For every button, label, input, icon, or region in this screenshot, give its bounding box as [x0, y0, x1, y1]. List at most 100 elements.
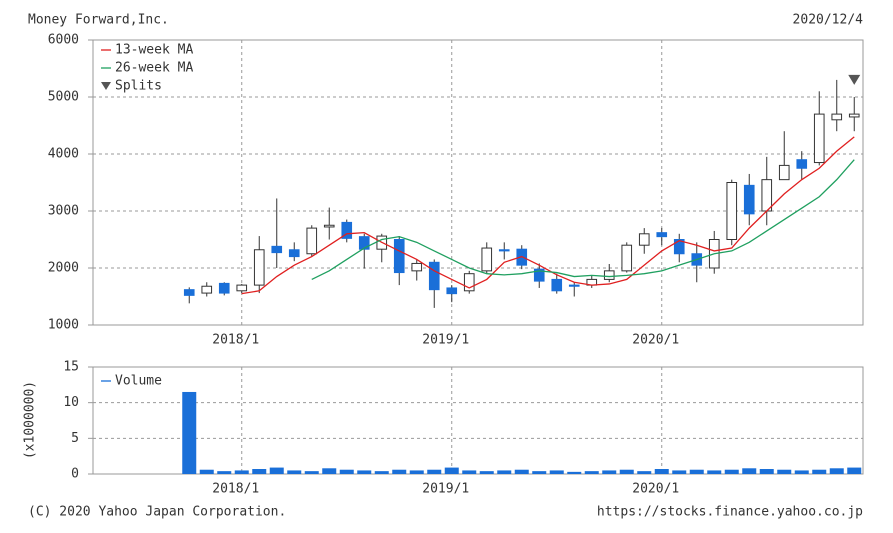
y-axis-label: (x1000000)	[23, 381, 38, 459]
volume-bar	[444, 467, 459, 474]
volume-bar	[392, 469, 407, 474]
candle-body	[271, 245, 283, 254]
candle-body	[603, 270, 615, 280]
volume-bar	[339, 469, 354, 474]
legend-label: Volume	[115, 374, 162, 389]
x-tick-label: 2018/1	[212, 482, 259, 497]
volume-bar	[462, 470, 477, 474]
split-marker	[848, 74, 861, 85]
candle-body	[568, 284, 580, 287]
volume-bar	[217, 471, 232, 474]
volume-bar	[672, 470, 687, 474]
volume-bar	[689, 469, 704, 474]
candle-body	[411, 262, 423, 272]
y-tick-label: 0	[71, 467, 79, 482]
volume-bar	[847, 467, 862, 474]
candle-body	[358, 236, 370, 250]
volume-bar	[199, 469, 214, 474]
volume-bar	[252, 469, 267, 474]
volume-bar	[497, 470, 512, 474]
volume-bar	[654, 469, 669, 474]
volume-bar	[182, 391, 197, 474]
volume-bar	[567, 471, 582, 474]
y-tick-label: 4000	[48, 147, 79, 162]
chart-date: 2020/12/4	[793, 13, 864, 28]
candle-body	[848, 113, 860, 118]
candle-body	[183, 289, 195, 296]
x-tick-label: 2020/1	[632, 333, 679, 348]
ma-line	[311, 159, 855, 280]
volume-bar	[724, 469, 739, 474]
candle-body	[306, 227, 318, 255]
candle-body	[831, 113, 843, 121]
volume-bar	[584, 471, 599, 474]
legend-label: 13-week MA	[115, 43, 193, 58]
volume-bar	[637, 471, 652, 474]
volume-bar	[287, 470, 302, 474]
y-tick-label: 1000	[48, 318, 79, 333]
y-tick-label: 15	[63, 360, 79, 375]
x-tick-label: 2020/1	[632, 482, 679, 497]
candle-body	[813, 113, 825, 164]
y-tick-label: 5	[71, 431, 79, 446]
volume-bar	[304, 471, 319, 474]
y-tick-label: 2000	[48, 261, 79, 276]
volume-bar	[602, 470, 617, 474]
candle-body	[341, 221, 353, 239]
x-tick-label: 2019/1	[422, 333, 469, 348]
source-url: https://stocks.finance.yahoo.co.jp	[597, 505, 863, 520]
candle-body	[446, 287, 458, 295]
volume-bar	[759, 469, 774, 474]
volume-bar	[427, 469, 442, 474]
volume-bar	[829, 468, 844, 474]
candle-body	[778, 164, 790, 181]
x-tick-label: 2019/1	[422, 482, 469, 497]
candle-body	[498, 249, 510, 252]
y-tick-label: 6000	[48, 33, 79, 48]
legend-swatch	[101, 82, 111, 90]
candle-body	[253, 249, 265, 286]
volume-bar	[812, 469, 827, 474]
candle-body	[428, 261, 440, 291]
candle-body	[236, 284, 248, 292]
y-tick-label: 5000	[48, 90, 79, 105]
candle-body	[481, 247, 493, 272]
volume-bar	[619, 469, 634, 474]
y-tick-label: 3000	[48, 204, 79, 219]
legend-label: Splits	[115, 79, 162, 94]
candle-body	[726, 182, 738, 240]
volume-bar	[514, 469, 529, 474]
candle-body	[201, 285, 213, 294]
volume-bar	[777, 469, 792, 474]
candle-body	[673, 239, 685, 255]
volume-bar	[532, 471, 547, 474]
volume-bar	[707, 470, 722, 474]
candle-body	[638, 233, 650, 246]
volume-bar	[549, 470, 564, 474]
candle-body	[288, 249, 300, 258]
volume-bar	[374, 471, 389, 474]
plot-area	[92, 366, 864, 475]
plot-area	[92, 39, 864, 326]
volume-bar	[742, 468, 757, 474]
copyright: (C) 2020 Yahoo Japan Corporation.	[28, 505, 286, 520]
candle-body	[621, 244, 633, 272]
volume-bar	[357, 470, 372, 474]
candle-body	[743, 184, 755, 215]
volume-bar	[409, 470, 424, 474]
volume-bar	[269, 467, 284, 474]
candle-body	[533, 268, 545, 282]
candle-body	[656, 232, 668, 238]
candle-body	[761, 179, 773, 212]
candle-body	[551, 278, 563, 292]
y-tick-label: 10	[63, 395, 79, 410]
candle-body	[463, 273, 475, 292]
volume-bar	[234, 470, 249, 474]
volume-bar	[479, 471, 494, 474]
legend-label: 26-week MA	[115, 61, 193, 76]
ma-line	[241, 136, 855, 295]
volume-bar	[794, 470, 809, 474]
candle-body	[393, 239, 405, 274]
candle-body	[796, 159, 808, 169]
